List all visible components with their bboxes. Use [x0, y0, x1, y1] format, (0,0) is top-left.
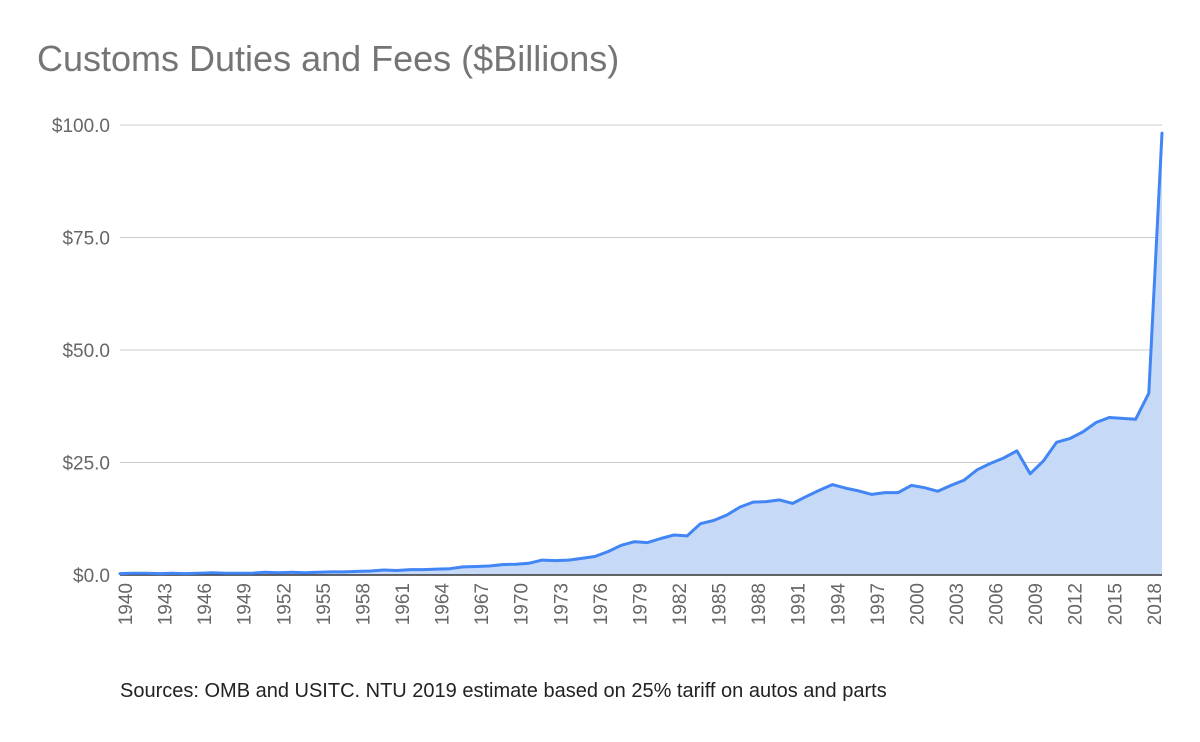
x-tick-label: 1970: [512, 583, 533, 625]
x-tick-label: 2015: [1105, 583, 1126, 625]
x-tick-label: 1943: [156, 583, 177, 625]
y-tick-label: $100.0: [52, 116, 110, 137]
y-tick-label: $50.0: [62, 341, 110, 362]
x-tick-label: 2006: [987, 583, 1008, 625]
y-tick-label: $75.0: [62, 229, 110, 250]
y-axis-labels: $0.0 $25.0 $50.0 $75.0 $100.0: [52, 116, 110, 587]
x-tick-label: 1985: [710, 583, 731, 625]
x-tick-label: 1979: [630, 583, 651, 625]
gridlines: [120, 124, 1162, 463]
x-tick-label: 1976: [591, 583, 612, 625]
x-tick-label: 2018: [1145, 583, 1166, 625]
x-tick-label: 1952: [274, 583, 295, 625]
y-tick-label: $25.0: [62, 454, 110, 475]
y-tick-label: $0.0: [73, 566, 110, 587]
x-tick-label: 1940: [116, 583, 137, 625]
x-tick-label: 1994: [828, 583, 849, 626]
x-tick-label: 1955: [314, 583, 335, 625]
series-line: [118, 131, 1164, 576]
source-note: Sources: OMB and USITC. NTU 2019 estimat…: [120, 680, 887, 702]
x-tick-label: 2012: [1066, 583, 1087, 625]
x-tick-label: 2000: [907, 583, 928, 625]
x-tick-label: 1973: [551, 583, 572, 625]
x-tick-label: 1982: [670, 583, 691, 625]
area-fill: [120, 133, 1162, 575]
x-tick-label: 1967: [472, 583, 493, 625]
x-tick-label: 2009: [1026, 583, 1047, 625]
series-area: [120, 133, 1162, 575]
x-tick-label: 1997: [868, 583, 889, 625]
x-tick-label: 1961: [393, 583, 414, 625]
x-tick-label: 1988: [749, 583, 770, 625]
data-line: [118, 131, 1164, 576]
x-tick-label: 1964: [433, 583, 454, 626]
x-tick-label: 1958: [353, 583, 374, 625]
x-tick-label: 1949: [235, 583, 256, 625]
x-tick-label: 1946: [195, 583, 216, 625]
x-axis-labels: 1940 1943 1946 1949 1952 1955 1958 1961 1964 1967…: [116, 583, 1166, 626]
x-tick-label: 2003: [947, 583, 968, 625]
x-tick-label: 1991: [789, 583, 810, 625]
chart-title: Customs Duties and Fees ($Billions): [37, 38, 620, 79]
